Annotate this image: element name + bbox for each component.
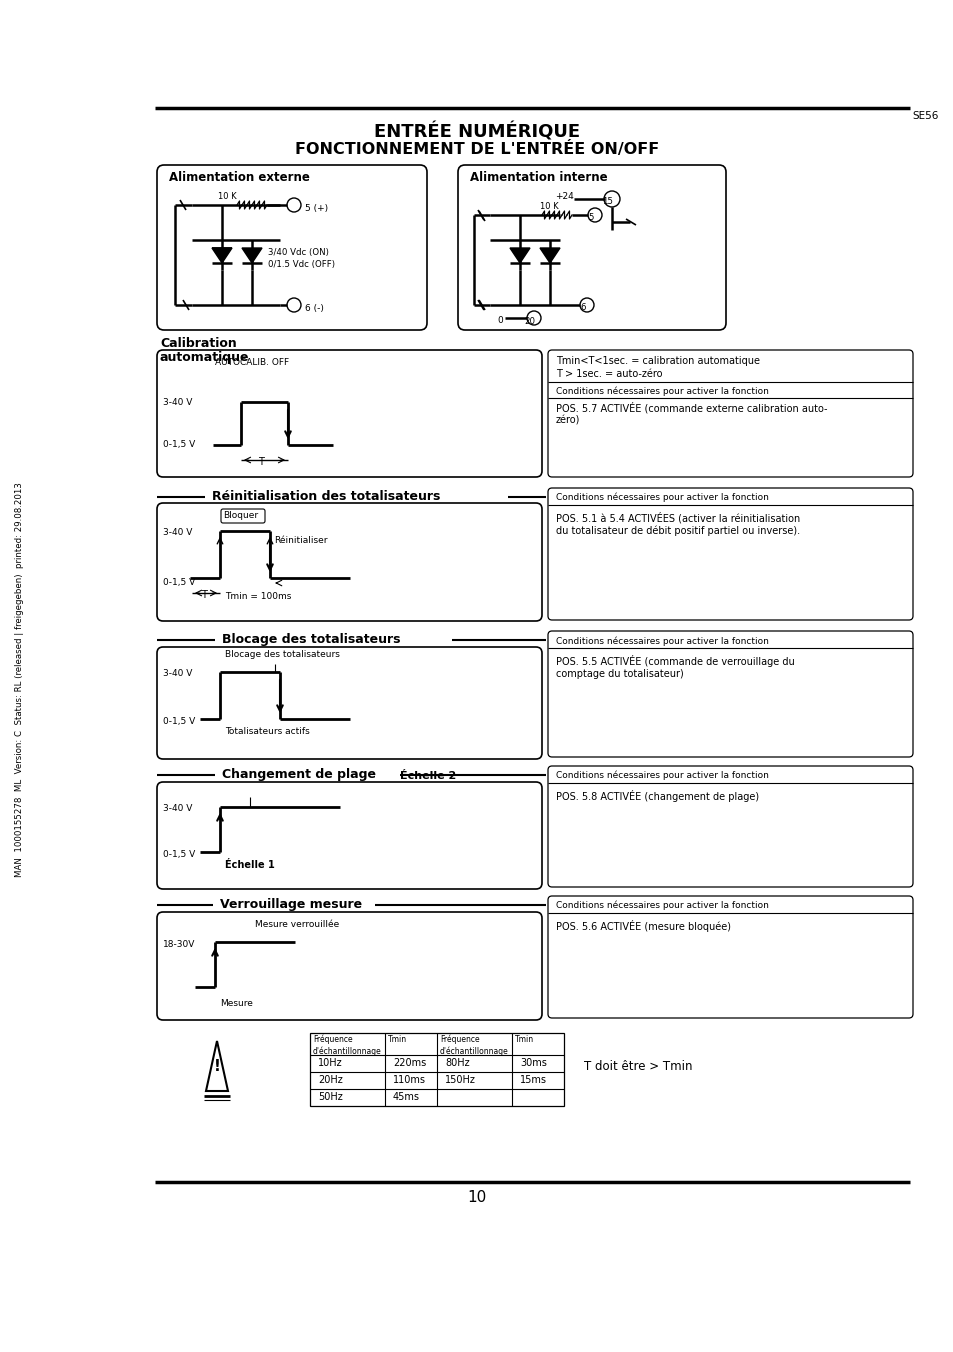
Text: POS. 5.8 ACTIVÉE (changement de plage): POS. 5.8 ACTIVÉE (changement de plage) <box>556 790 759 802</box>
Text: Totalisateurs actifs: Totalisateurs actifs <box>225 727 310 735</box>
Text: 3-40 V: 3-40 V <box>163 397 193 407</box>
Text: !: ! <box>213 1059 220 1073</box>
Text: Échelle 1: Échelle 1 <box>225 860 274 869</box>
Text: Conditions nécessaires pour activer la fonction: Conditions nécessaires pour activer la f… <box>556 635 768 645</box>
Text: automatique: automatique <box>160 352 250 364</box>
Text: 10 K: 10 K <box>218 192 236 201</box>
Text: AUTOCALIB. OFF: AUTOCALIB. OFF <box>214 358 289 366</box>
Text: T doit être > Tmin: T doit être > Tmin <box>583 1060 692 1073</box>
Text: MAN  1000155278  ML  Version: C  Status: RL (released | freigegeben)  printed: 2: MAN 1000155278 ML Version: C Status: RL … <box>15 483 25 877</box>
Text: T: T <box>201 589 207 600</box>
Text: Calibration: Calibration <box>160 337 236 350</box>
Text: 0/1.5 Vdc (OFF): 0/1.5 Vdc (OFF) <box>268 260 335 269</box>
Text: 50Hz: 50Hz <box>317 1092 342 1102</box>
Text: Fréquence
d'échantillonnage: Fréquence d'échantillonnage <box>439 1036 508 1056</box>
Text: FONCTIONNEMENT DE L'ENTRÉE ON/OFF: FONCTIONNEMENT DE L'ENTRÉE ON/OFF <box>294 141 659 157</box>
Text: POS. 5.5 ACTIVÉE (commande de verrouillage du
comptage du totalisateur): POS. 5.5 ACTIVÉE (commande de verrouilla… <box>556 654 794 679</box>
Text: ENTRÉE NUMÉRIQUE: ENTRÉE NUMÉRIQUE <box>374 122 579 141</box>
Text: Conditions nécessaires pour activer la fonction: Conditions nécessaires pour activer la f… <box>556 387 768 396</box>
Text: 15: 15 <box>602 197 613 207</box>
Text: 10Hz: 10Hz <box>317 1059 342 1068</box>
Text: T: T <box>258 457 264 466</box>
Text: 15ms: 15ms <box>519 1075 546 1086</box>
Text: Tmin = 100ms: Tmin = 100ms <box>225 592 291 602</box>
Text: Blocage des totalisateurs: Blocage des totalisateurs <box>222 633 400 646</box>
Text: 18-30V: 18-30V <box>163 940 195 949</box>
Text: Tmin<T<1sec. = calibration automatique: Tmin<T<1sec. = calibration automatique <box>556 356 760 366</box>
Text: Alimentation interne: Alimentation interne <box>470 170 607 184</box>
Text: 3-40 V: 3-40 V <box>163 529 193 537</box>
Text: Tmin: Tmin <box>515 1036 534 1044</box>
Text: POS. 5.1 à 5.4 ACTIVÉES (activer la réinitialisation
du totalisateur de débit po: POS. 5.1 à 5.4 ACTIVÉES (activer la réin… <box>556 512 800 535</box>
Text: Alimentation externe: Alimentation externe <box>169 170 310 184</box>
Text: Réinitialisation des totalisateurs: Réinitialisation des totalisateurs <box>212 489 440 503</box>
Text: 3-40 V: 3-40 V <box>163 804 193 813</box>
Text: 30ms: 30ms <box>519 1059 546 1068</box>
Text: POS. 5.6 ACTIVÉE (mesure bloquée): POS. 5.6 ACTIVÉE (mesure bloquée) <box>556 919 730 932</box>
Text: Échelle 2: Échelle 2 <box>399 771 456 781</box>
Text: 0-1,5 V: 0-1,5 V <box>163 850 195 859</box>
Text: Conditions nécessaires pour activer la fonction: Conditions nécessaires pour activer la f… <box>556 900 768 910</box>
Text: 5: 5 <box>588 214 593 223</box>
Text: Bloquer: Bloquer <box>223 511 258 521</box>
Text: 0: 0 <box>497 316 502 324</box>
Text: 0-1,5 V: 0-1,5 V <box>163 717 195 726</box>
Text: Tmin: Tmin <box>388 1036 407 1044</box>
Text: Conditions nécessaires pour activer la fonction: Conditions nécessaires pour activer la f… <box>556 771 768 780</box>
Text: 20Hz: 20Hz <box>317 1075 342 1086</box>
Text: 110ms: 110ms <box>393 1075 426 1086</box>
Text: 5 (+): 5 (+) <box>305 204 328 212</box>
Text: POS. 5.7 ACTIVÉE (commande externe calibration auto-
zéro): POS. 5.7 ACTIVÉE (commande externe calib… <box>556 402 826 425</box>
Text: 45ms: 45ms <box>393 1092 419 1102</box>
Text: 10 K: 10 K <box>539 201 558 211</box>
Text: T > 1sec. = auto-zéro: T > 1sec. = auto-zéro <box>556 369 661 379</box>
Polygon shape <box>539 247 559 264</box>
Text: Réinitialiser: Réinitialiser <box>274 535 327 545</box>
Text: Mesure verrouillée: Mesure verrouillée <box>254 919 339 929</box>
Polygon shape <box>212 247 232 264</box>
Polygon shape <box>510 247 530 264</box>
Text: Fréquence
d'échantillonnage: Fréquence d'échantillonnage <box>313 1036 381 1056</box>
Text: 220ms: 220ms <box>393 1059 426 1068</box>
Text: Conditions nécessaires pour activer la fonction: Conditions nécessaires pour activer la f… <box>556 493 768 503</box>
Polygon shape <box>242 247 262 264</box>
Text: 0-1,5 V: 0-1,5 V <box>163 439 195 449</box>
Text: 20: 20 <box>524 316 535 326</box>
Text: 3-40 V: 3-40 V <box>163 669 193 677</box>
Text: 150Hz: 150Hz <box>444 1075 476 1086</box>
Text: 80Hz: 80Hz <box>444 1059 469 1068</box>
Text: 10: 10 <box>467 1190 486 1205</box>
Bar <box>310 1033 563 1106</box>
Text: Blocage des totalisateurs: Blocage des totalisateurs <box>225 650 339 658</box>
Text: Mesure: Mesure <box>220 999 253 1009</box>
Text: 3/40 Vdc (ON): 3/40 Vdc (ON) <box>268 247 329 257</box>
Text: +24: +24 <box>555 192 573 201</box>
Text: 6: 6 <box>579 303 585 312</box>
Text: Changement de plage: Changement de plage <box>222 768 375 781</box>
Text: SE56: SE56 <box>911 111 938 120</box>
Text: Verrouillage mesure: Verrouillage mesure <box>220 898 362 911</box>
Text: 0-1,5 V: 0-1,5 V <box>163 579 195 587</box>
Text: 6 (-): 6 (-) <box>305 303 323 312</box>
